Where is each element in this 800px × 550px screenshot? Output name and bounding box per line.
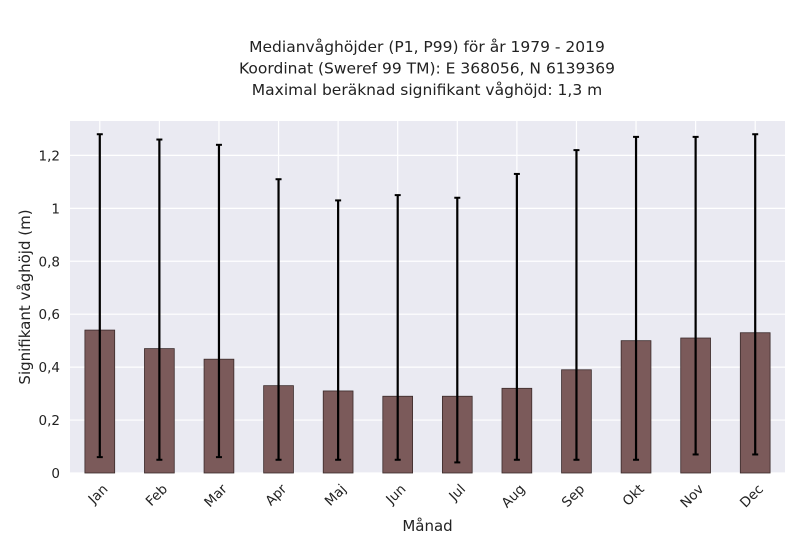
error-bar-jan — [96, 133, 103, 459]
chart-title: Medianvåghöjder (P1, P99) för år 1979 - … — [239, 38, 615, 99]
error-bar-dec — [752, 133, 759, 456]
x-tick-label-okt: Okt — [620, 481, 648, 509]
x-tick-label-nov: Nov — [677, 481, 707, 511]
y-tick-label: 1 — [51, 201, 60, 217]
error-bar-jul — [454, 196, 461, 464]
x-tick-label-sep: Sep — [559, 481, 588, 510]
x-tick-label-dec: Dec — [737, 481, 767, 511]
error-bar-sep — [573, 149, 580, 461]
error-bar-maj — [335, 199, 342, 461]
title-line-1: Medianvåghöjder (P1, P99) för år 1979 - … — [249, 38, 605, 56]
y-tick-label: 0 — [51, 466, 60, 482]
error-bar-mar — [215, 143, 222, 459]
plot-background — [70, 121, 785, 473]
x-tick-label-aug: Aug — [499, 481, 529, 511]
y-axis-label: Signifikant våghöjd (m) — [16, 209, 34, 384]
x-axis-label: Månad — [402, 517, 452, 535]
y-tick-label: 0,2 — [39, 413, 60, 429]
x-tick-label-jan: Jan — [85, 481, 112, 508]
error-bar-feb — [156, 138, 163, 461]
x-tick-label-jul: Jul — [445, 481, 469, 505]
y-tick-labels: 0 0,2 0,4 0,6 0,8 1 1,2 — [39, 148, 60, 482]
y-tick-label: 0,6 — [39, 307, 60, 323]
x-tick-label-mar: Mar — [201, 481, 231, 511]
error-bar-okt — [633, 135, 640, 461]
error-bars — [96, 133, 759, 464]
title-line-3: Maximal beräknad signifikant våghöjd: 1,… — [252, 81, 602, 99]
x-tick-label-maj: Maj — [322, 481, 350, 509]
x-tick-labels: Jan Feb Mar Apr Maj Jun Jul Aug Sep Okt Nov Dec — [85, 481, 767, 511]
error-bar-aug — [513, 172, 520, 461]
error-bar-nov — [692, 135, 699, 456]
y-tick-label: 1,2 — [39, 148, 60, 164]
x-tick-label-apr: Apr — [262, 481, 290, 509]
error-bar-apr — [275, 178, 282, 461]
x-tick-label-jun: Jun — [382, 481, 409, 508]
x-tick-label-feb: Feb — [143, 481, 171, 509]
y-tick-label: 0,4 — [39, 360, 60, 376]
y-tick-label: 0,8 — [39, 254, 60, 270]
error-bar-jun — [394, 194, 401, 461]
title-line-2: Koordinat (Sweref 99 TM): E 368056, N 61… — [239, 60, 615, 78]
